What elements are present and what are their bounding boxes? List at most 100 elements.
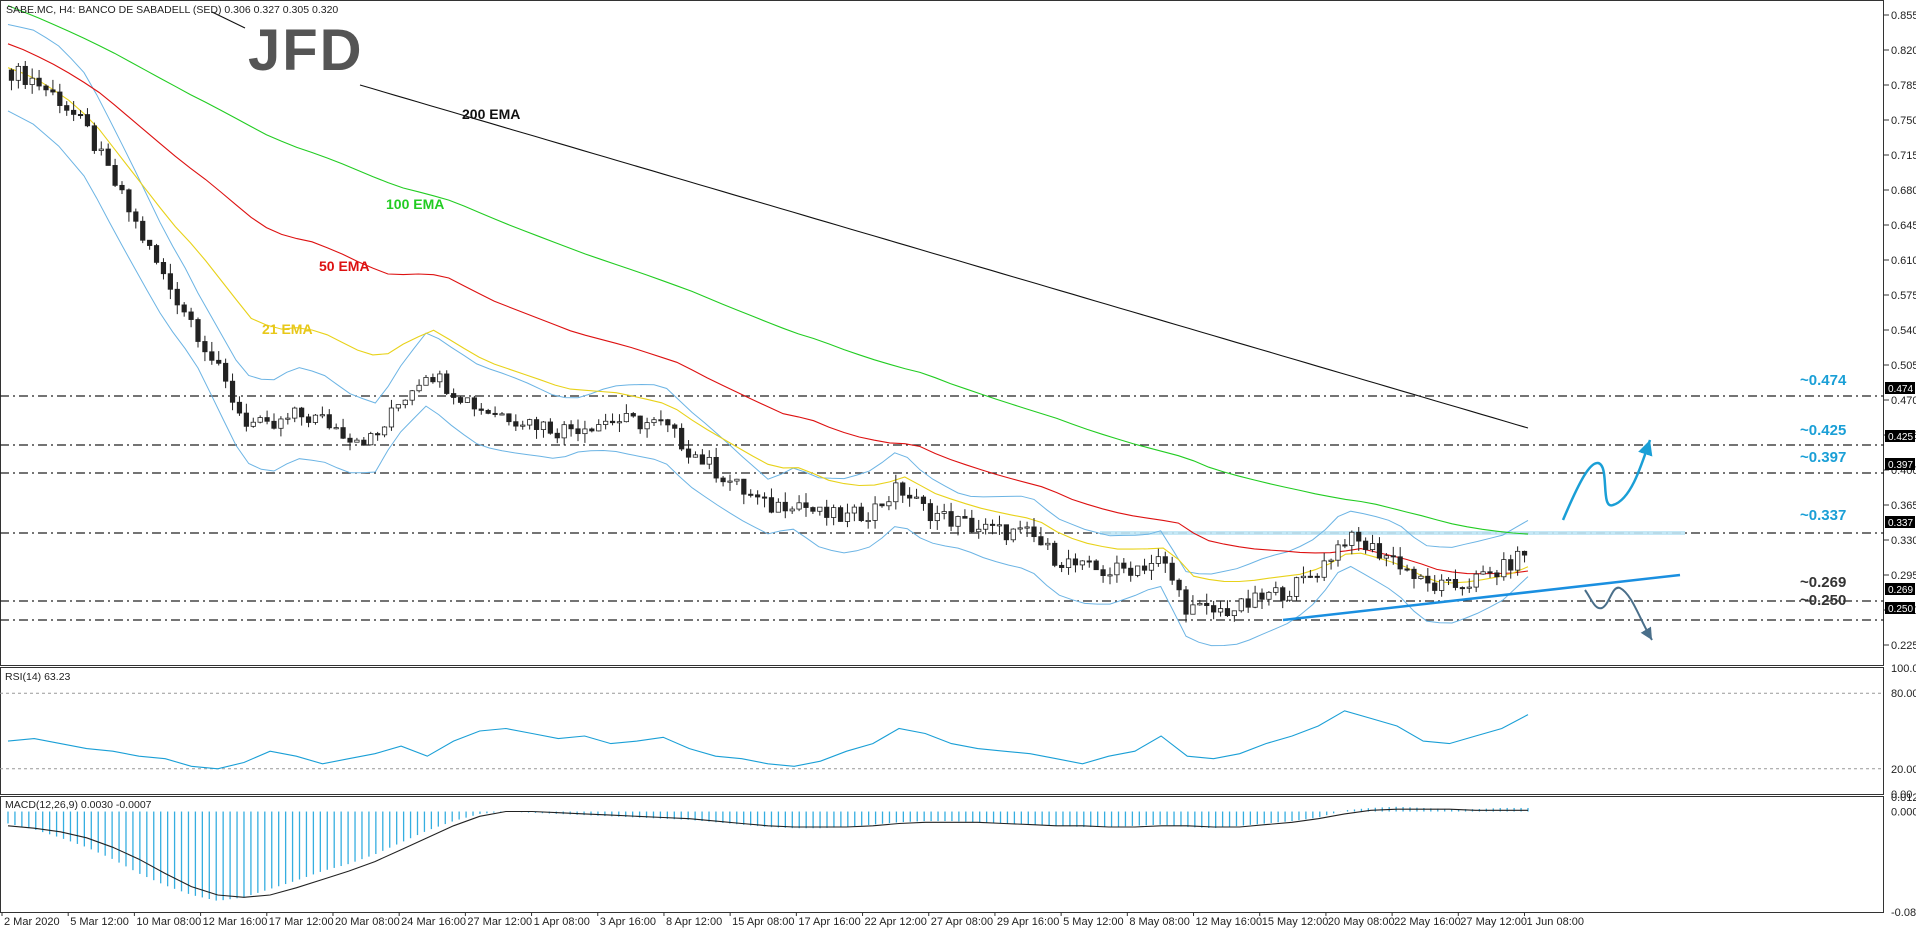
bull-candle-body xyxy=(388,407,395,428)
bear-candle-body xyxy=(1425,575,1431,584)
bear-candle-body xyxy=(236,401,243,414)
bull-candle-body xyxy=(955,516,961,527)
bull-candle-body xyxy=(996,524,1003,527)
candle xyxy=(1376,537,1383,561)
bear-candle-body xyxy=(326,414,332,429)
bear-candle-body xyxy=(547,421,553,434)
time-tick-label: 1 Jun 08:00 xyxy=(1527,916,1585,928)
candle xyxy=(713,447,719,483)
candle xyxy=(893,474,899,510)
bull-candle-body xyxy=(1349,531,1355,546)
bear-candle-body xyxy=(305,416,312,423)
bear-candle-body xyxy=(1307,575,1313,578)
bull-candle-body xyxy=(319,414,325,417)
candle xyxy=(1266,590,1272,606)
candle xyxy=(927,499,933,529)
level-label-0425: ~0.425 xyxy=(1800,422,1846,439)
candle xyxy=(395,404,401,412)
candle xyxy=(755,490,761,505)
candle xyxy=(478,403,484,415)
candle xyxy=(368,431,374,446)
bear-candle-body xyxy=(1432,582,1438,591)
time-tick-label: 27 Apr 08:00 xyxy=(931,916,993,928)
bull-candle-body xyxy=(1079,560,1085,566)
bull-candle-body xyxy=(886,501,892,507)
bull-candle-body xyxy=(1197,602,1203,606)
bear-candle-body xyxy=(679,427,685,450)
candle xyxy=(1100,565,1106,583)
bear-candle-body xyxy=(699,454,705,465)
bear-candle-body xyxy=(1397,556,1403,570)
price-tick-label: 0.295 xyxy=(1891,570,1916,582)
bull-candle-body xyxy=(250,421,256,427)
candle xyxy=(202,335,208,362)
candle xyxy=(1259,588,1265,610)
time-tick-label: 27 May 12:00 xyxy=(1460,916,1527,928)
candle xyxy=(1404,564,1410,572)
bear-candle-body xyxy=(119,184,125,191)
bear-candle-body xyxy=(768,497,775,513)
candle xyxy=(1245,589,1251,613)
candle xyxy=(589,427,595,433)
time-tick-label: 5 Mar 12:00 xyxy=(70,916,129,928)
candle xyxy=(561,421,567,446)
candle xyxy=(29,68,35,94)
bull-candle-body xyxy=(1217,608,1224,613)
candle xyxy=(831,504,837,526)
candle xyxy=(257,415,263,424)
candle xyxy=(1466,578,1472,593)
bear-candle-body xyxy=(361,439,367,446)
candle xyxy=(741,478,747,505)
bear-candle-body xyxy=(803,502,809,508)
bull-candle-body xyxy=(644,422,650,430)
bear-candle-body xyxy=(1224,608,1231,617)
price-tick-label: 0.750 xyxy=(1891,115,1916,127)
price-tick-label: 0.785 xyxy=(1891,80,1916,92)
macd-title: MACD(12,26,9) 0.0030 -0.0007 xyxy=(5,799,152,811)
bearish-scenario-arrow xyxy=(1584,586,1653,641)
svg-text:0.269: 0.269 xyxy=(1888,585,1913,596)
ema200-line xyxy=(359,84,1529,429)
time-tick-label: 27 Mar 12:00 xyxy=(467,916,532,928)
support-resistance-levels xyxy=(0,395,1884,621)
candle xyxy=(464,397,471,403)
candle xyxy=(1107,567,1113,585)
candle xyxy=(361,437,367,446)
candle xyxy=(886,496,892,511)
candle xyxy=(485,408,491,415)
level-label-0269: ~0.269 xyxy=(1800,574,1846,591)
candle xyxy=(188,307,194,328)
candle xyxy=(1273,581,1279,596)
bull-candle-body xyxy=(1369,543,1376,550)
symbol-header: SABE.MC, H4: BANCO DE SABADELL (SED) 0.3… xyxy=(6,4,338,16)
rsi-panel-frame xyxy=(0,667,1884,795)
price-tick-label: 0.575 xyxy=(1891,290,1916,302)
candle xyxy=(824,499,830,526)
candle xyxy=(775,498,781,513)
bear-candle-body xyxy=(589,428,595,432)
macd-tick-label: -0.0843 xyxy=(1891,907,1916,919)
bull-candle-body xyxy=(913,496,920,499)
price-tick-label: 0.470 xyxy=(1891,395,1916,407)
bear-candle-body xyxy=(50,89,56,93)
candle xyxy=(907,487,913,507)
candle xyxy=(1121,558,1127,574)
time-tick-label: 15 May 12:00 xyxy=(1262,916,1329,928)
price-tick-label: 0.715 xyxy=(1891,150,1916,162)
price-axis: 0.855 0.820 0.785 0.750 0.715 0.680 0.645 0.610… xyxy=(1884,10,1916,652)
bear-candle-body xyxy=(188,311,194,320)
bear-candle-body xyxy=(36,77,42,87)
candle xyxy=(423,375,429,386)
candle xyxy=(77,110,84,119)
candle xyxy=(1494,569,1500,586)
candle xyxy=(1252,585,1258,609)
bull-candle-body xyxy=(1155,556,1161,564)
bear-candle-body xyxy=(1363,540,1369,550)
candle xyxy=(271,413,277,430)
svg-text:0.397: 0.397 xyxy=(1888,460,1913,471)
bear-candle-body xyxy=(167,273,173,290)
ascending-trendline xyxy=(1282,573,1681,622)
candle xyxy=(223,358,229,389)
bear-candle-body xyxy=(1059,564,1065,568)
